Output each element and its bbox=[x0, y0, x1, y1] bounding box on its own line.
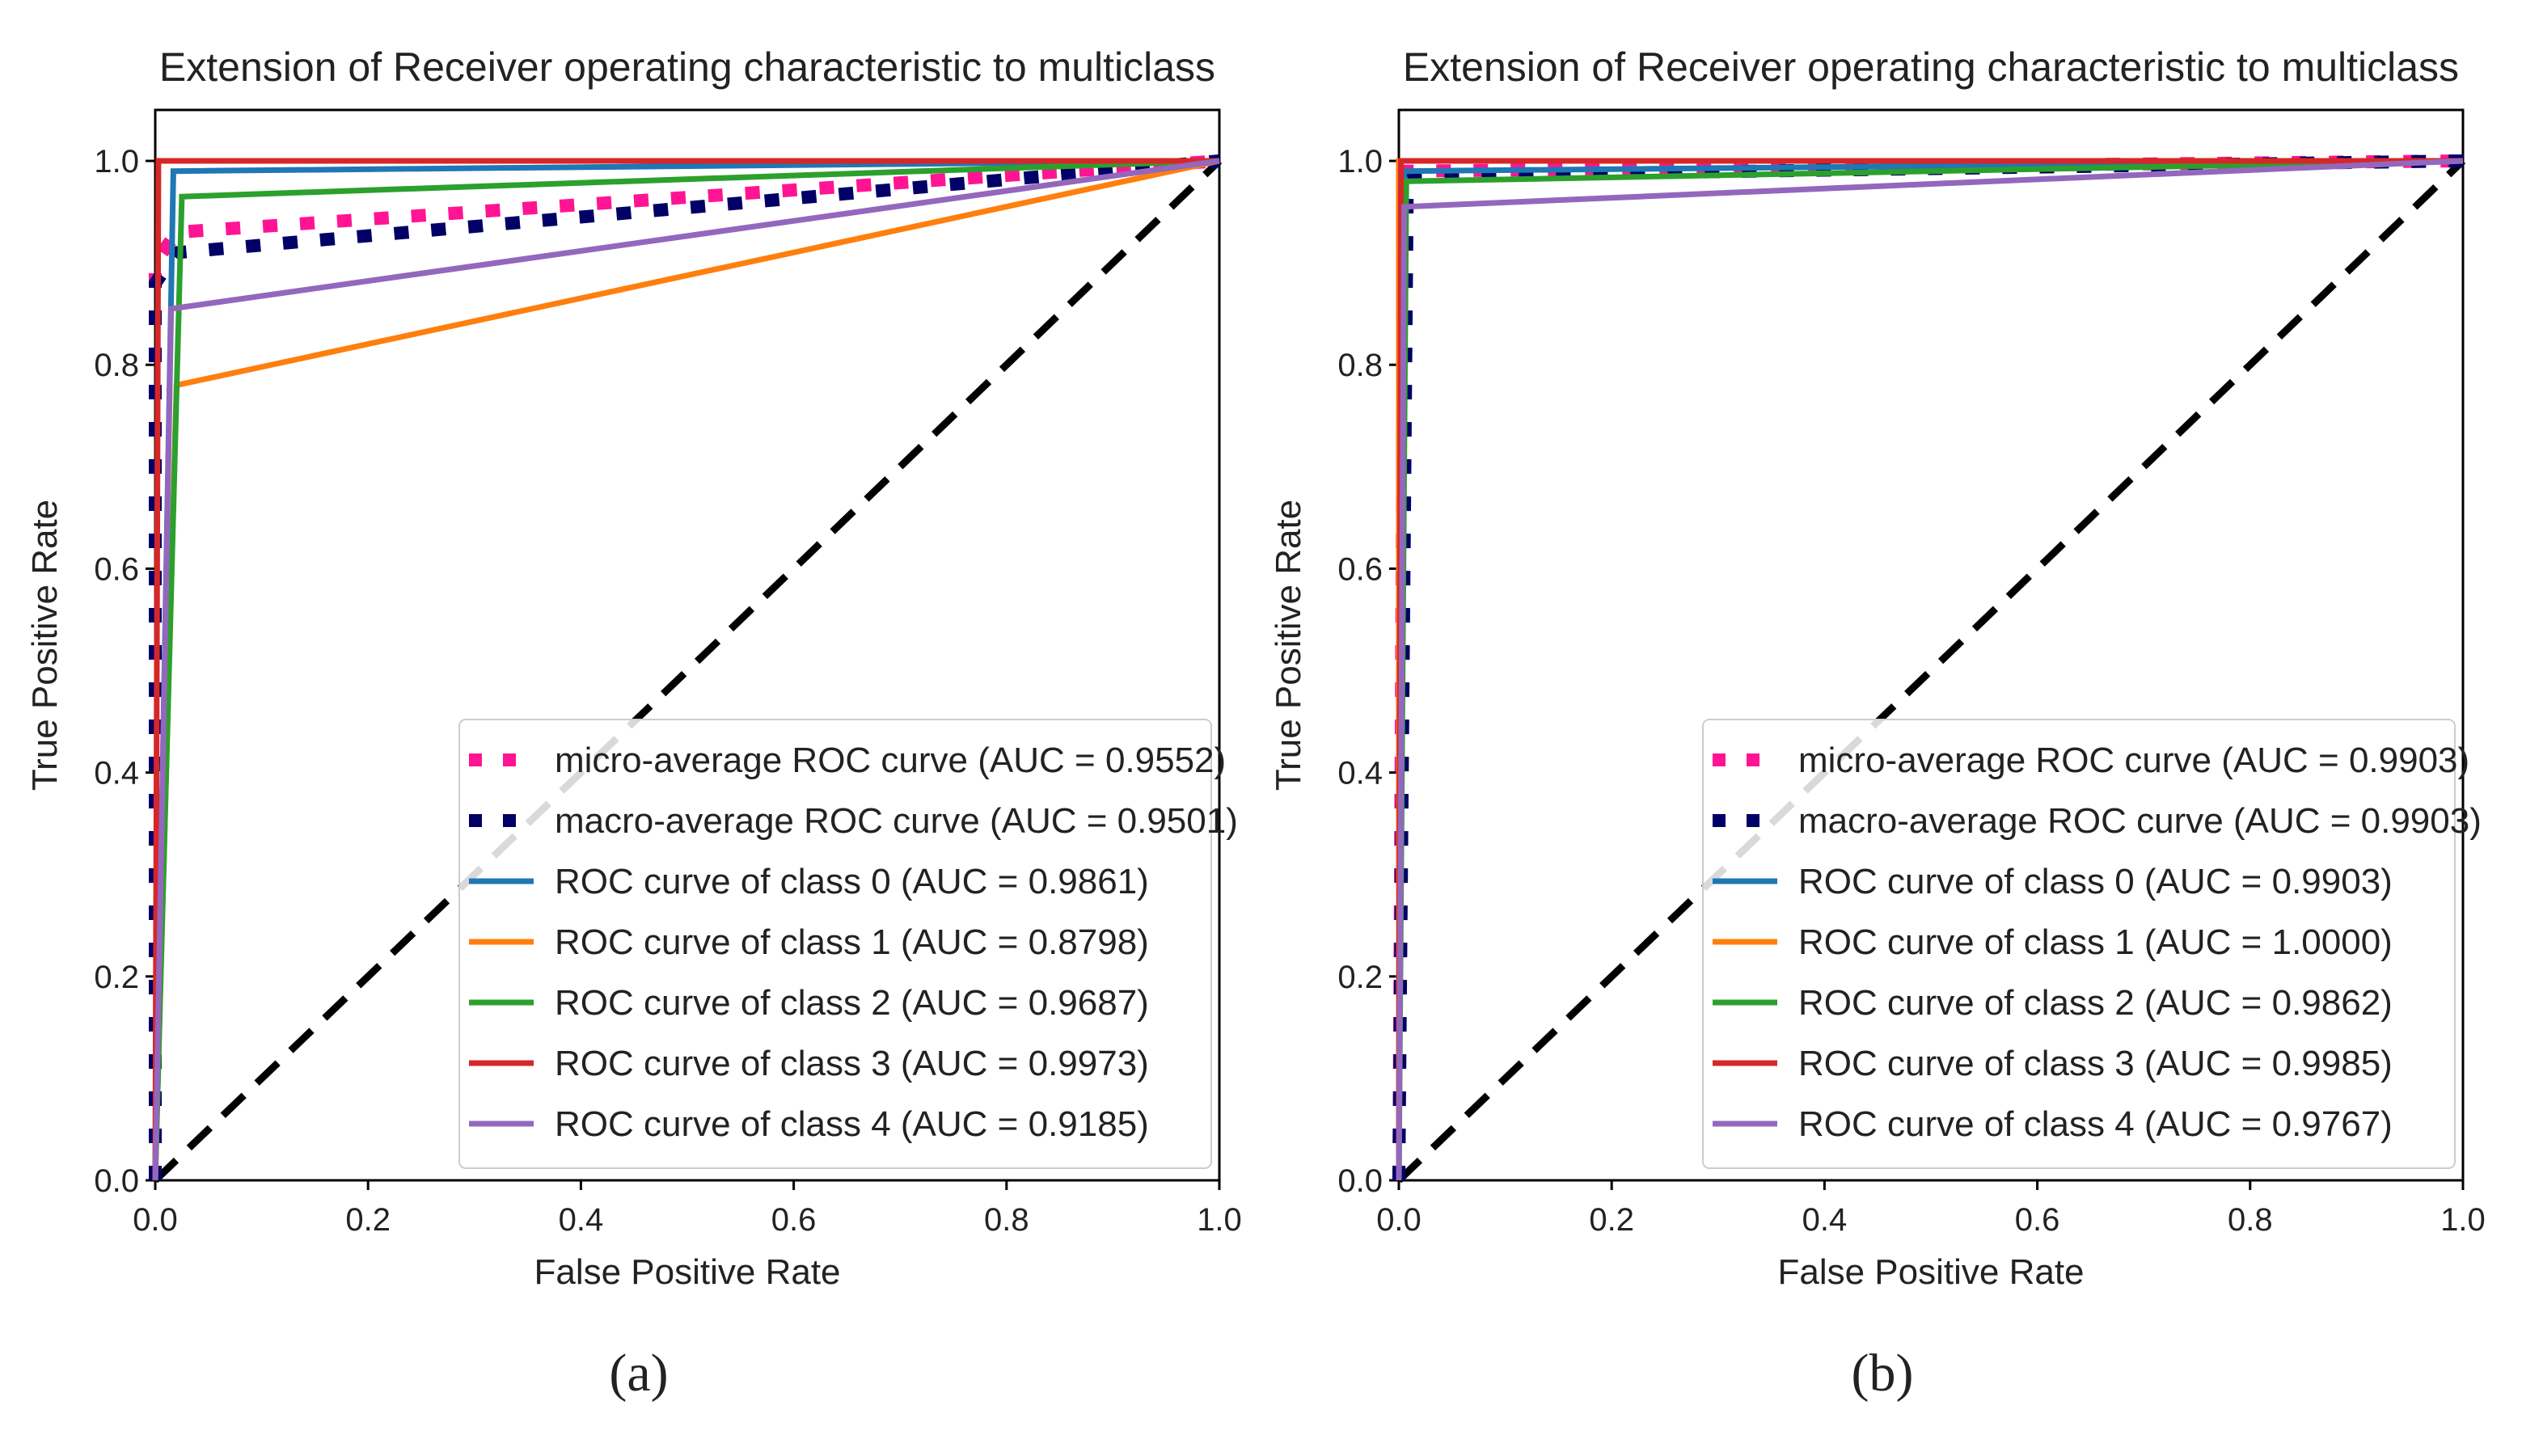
y-tick-label: 0.0 bbox=[1337, 1163, 1383, 1199]
legend-label: ROC curve of class 4 (AUC = 0.9185) bbox=[555, 1104, 1149, 1144]
legend-label: micro-average ROC curve (AUC = 0.9552) bbox=[555, 741, 1226, 780]
panel-label: (b) bbox=[1852, 1344, 1914, 1403]
roc-panel-b: Extension of Receiver operating characte… bbox=[1269, 44, 2486, 1403]
x-tick-label: 1.0 bbox=[1197, 1202, 1242, 1238]
x-tick-label: 0.4 bbox=[1802, 1202, 1848, 1238]
legend-label: ROC curve of class 4 (AUC = 0.9767) bbox=[1798, 1104, 2393, 1144]
x-tick-label: 0.0 bbox=[1376, 1202, 1421, 1238]
x-tick-label: 0.8 bbox=[984, 1202, 1029, 1238]
chart-title: Extension of Receiver operating characte… bbox=[159, 44, 1215, 90]
roc-series-4 bbox=[152, 158, 1220, 1181]
y-tick-label: 0.4 bbox=[1337, 756, 1383, 791]
y-tick-label: 0.4 bbox=[94, 756, 139, 791]
y-tick-label: 1.0 bbox=[1337, 144, 1383, 179]
legend-label: macro-average ROC curve (AUC = 0.9903) bbox=[1798, 801, 2482, 841]
y-tick-label: 0.2 bbox=[94, 960, 139, 995]
x-tick-label: 0.4 bbox=[559, 1202, 604, 1238]
y-axis-label: True Positive Rate bbox=[1269, 500, 1308, 791]
x-tick-label: 0.2 bbox=[1589, 1202, 1634, 1238]
panel-label: (a) bbox=[609, 1344, 668, 1403]
y-tick-label: 0.2 bbox=[1337, 960, 1383, 995]
roc-series-6 bbox=[152, 158, 1220, 1181]
legend-label: ROC curve of class 2 (AUC = 0.9687) bbox=[555, 983, 1149, 1023]
legend-label: macro-average ROC curve (AUC = 0.9501) bbox=[555, 801, 1238, 841]
legend-label: ROC curve of class 0 (AUC = 0.9861) bbox=[555, 862, 1149, 901]
roc-series-6 bbox=[1396, 158, 2464, 1181]
chart-title: Extension of Receiver operating characte… bbox=[1403, 44, 2459, 90]
legend-label: ROC curve of class 1 (AUC = 1.0000) bbox=[1798, 922, 2393, 962]
legend-label: ROC curve of class 2 (AUC = 0.9862) bbox=[1798, 983, 2393, 1023]
x-tick-label: 0.6 bbox=[2015, 1202, 2060, 1238]
legend-box bbox=[1702, 719, 2456, 1169]
roc-panel-a: Extension of Receiver operating characte… bbox=[25, 44, 1242, 1403]
x-tick-label: 0.8 bbox=[2228, 1202, 2273, 1238]
x-axis-label: False Positive Rate bbox=[1777, 1252, 2084, 1292]
legend-label: ROC curve of class 3 (AUC = 0.9985) bbox=[1798, 1044, 2393, 1083]
x-tick-label: 0.0 bbox=[133, 1202, 178, 1238]
legend-label: ROC curve of class 1 (AUC = 0.8798) bbox=[555, 922, 1149, 962]
y-tick-label: 1.0 bbox=[94, 144, 139, 179]
x-tick-label: 1.0 bbox=[2440, 1202, 2486, 1238]
y-tick-label: 0.0 bbox=[94, 1163, 139, 1199]
y-tick-label: 0.6 bbox=[1337, 551, 1383, 587]
legend-label: micro-average ROC curve (AUC = 0.9903) bbox=[1798, 741, 2469, 780]
y-tick-label: 0.6 bbox=[94, 551, 139, 587]
x-axis-label: False Positive Rate bbox=[534, 1252, 840, 1292]
legend-label: ROC curve of class 3 (AUC = 0.9973) bbox=[555, 1044, 1149, 1083]
chance-baseline bbox=[152, 158, 1223, 1184]
x-tick-label: 0.2 bbox=[345, 1202, 391, 1238]
y-tick-label: 0.8 bbox=[1337, 348, 1383, 383]
x-tick-label: 0.6 bbox=[771, 1202, 817, 1238]
y-tick-label: 0.8 bbox=[94, 348, 139, 383]
roc-series-5 bbox=[152, 158, 1219, 1181]
chance-baseline bbox=[1396, 158, 2466, 1184]
y-axis-label: True Positive Rate bbox=[25, 500, 65, 791]
legend-box bbox=[458, 719, 1212, 1169]
legend-label: ROC curve of class 0 (AUC = 0.9903) bbox=[1798, 862, 2393, 901]
